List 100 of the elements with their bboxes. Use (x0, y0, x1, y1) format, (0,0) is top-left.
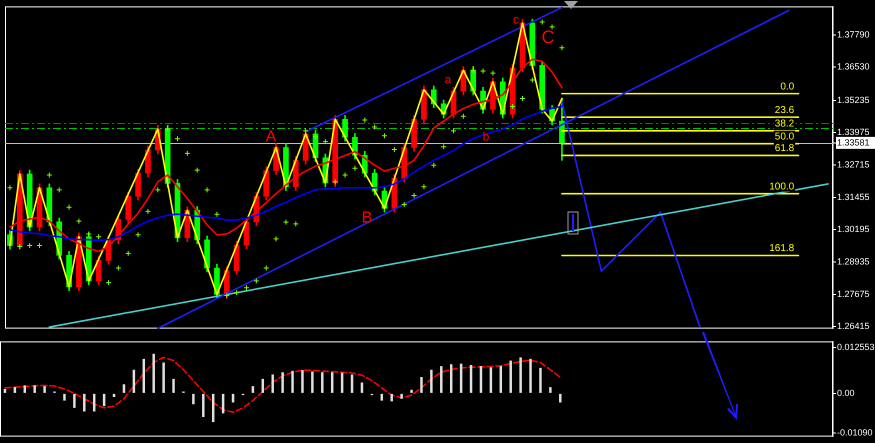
bar (500, 366, 502, 393)
bar (252, 386, 254, 393)
bar (162, 362, 165, 393)
annotation: 23.6 (774, 104, 795, 116)
bar (400, 394, 403, 399)
bar (43, 386, 46, 393)
bar (380, 394, 384, 401)
point (430, 162, 437, 168)
bar (63, 394, 66, 401)
bar (222, 394, 224, 414)
point (154, 186, 161, 193)
y-tick-label: 0.012553 (837, 342, 875, 352)
bar (192, 394, 195, 404)
bar (311, 372, 314, 393)
bar (122, 384, 126, 393)
point (96, 234, 102, 240)
point (184, 150, 190, 156)
y-tick-label: 1.32715 (837, 160, 870, 170)
bar (262, 378, 264, 393)
bar (112, 394, 116, 397)
bar (132, 370, 136, 393)
bar (202, 394, 205, 417)
bar (291, 370, 294, 393)
bar (73, 394, 76, 408)
y-tick-label: 1.33975 (837, 127, 870, 138)
point (6, 184, 13, 191)
bar (281, 372, 284, 393)
bar (172, 378, 175, 393)
bar (480, 366, 482, 393)
bar (142, 358, 146, 393)
point (302, 128, 309, 134)
bar (529, 358, 532, 393)
bar (14, 387, 16, 393)
annotation: 0.0 (780, 81, 795, 92)
y-tick-label: 1.26415 (837, 321, 870, 332)
y-tick-label: 0.00 (837, 388, 855, 398)
bar (330, 372, 334, 393)
bar (24, 385, 26, 393)
y-tick-label: 1.27675 (837, 288, 870, 299)
bar (490, 367, 492, 393)
bar (440, 366, 443, 393)
bar (301, 370, 304, 393)
annotation: a (444, 72, 452, 86)
bar (539, 368, 542, 393)
point (332, 178, 338, 185)
point (420, 184, 427, 190)
bar (450, 364, 452, 393)
bar (410, 390, 413, 393)
annotation: 50.0 (774, 131, 795, 142)
y-tick-label: 1.33581 (837, 137, 870, 148)
point (352, 165, 358, 172)
point (194, 167, 200, 174)
bar (360, 382, 364, 393)
point (382, 132, 388, 139)
point (56, 186, 62, 193)
bar (4, 389, 6, 393)
bar (460, 364, 462, 393)
bar (350, 374, 354, 393)
bar (390, 394, 393, 402)
bar (321, 372, 324, 393)
annotation: C (542, 26, 554, 47)
bar (549, 387, 552, 393)
bar (212, 394, 214, 422)
point (312, 134, 318, 140)
y-tick-label: -0.01090 (837, 427, 873, 438)
point (470, 67, 476, 74)
bar (519, 357, 522, 393)
point (244, 284, 250, 291)
line-series (4, 356, 562, 414)
y-tick-label: 1.31455 (837, 192, 870, 202)
bar (271, 374, 274, 393)
point (549, 24, 556, 30)
point (144, 208, 151, 214)
annotation: c (513, 12, 519, 26)
bar (340, 372, 344, 393)
point (500, 110, 506, 116)
y-tick-label: 1.30195 (837, 224, 870, 234)
point (135, 232, 142, 238)
annotation: 161.8 (769, 243, 795, 254)
point (204, 186, 210, 193)
bar (102, 394, 106, 406)
point (214, 211, 220, 218)
point (440, 144, 447, 150)
point (106, 280, 112, 286)
point (282, 219, 289, 226)
point (66, 204, 72, 210)
point (450, 128, 456, 134)
point (76, 218, 82, 224)
point (558, 44, 565, 51)
bar (430, 370, 433, 393)
bar (559, 394, 562, 402)
bar (470, 365, 472, 393)
annotation: 38.2 (774, 118, 795, 130)
y-tick-label: 1.37790 (837, 29, 870, 40)
point (460, 113, 466, 120)
annotation: A (266, 128, 277, 146)
bar (33, 385, 36, 393)
bar (420, 377, 423, 393)
y-tick-label: 1.36530 (837, 62, 870, 72)
annotation: 61.8 (774, 143, 795, 154)
